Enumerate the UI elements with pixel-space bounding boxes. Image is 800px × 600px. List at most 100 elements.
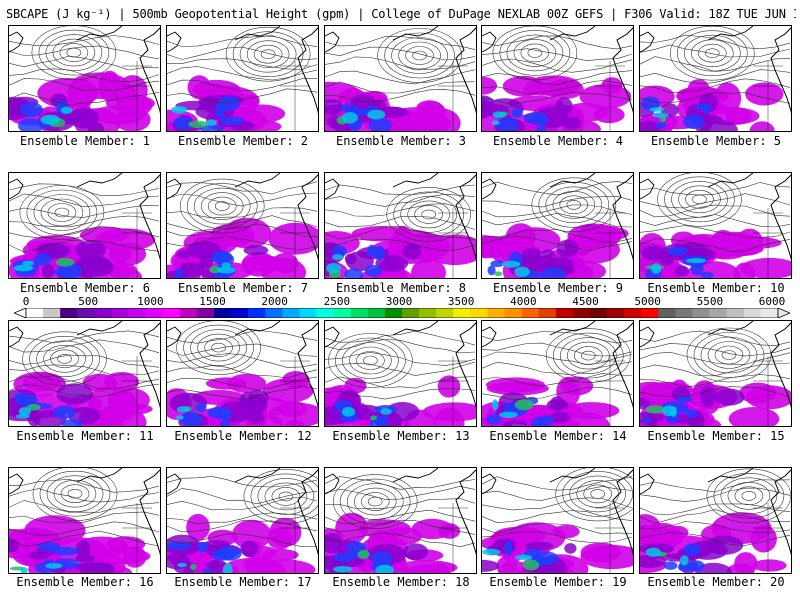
colorbar-swatch <box>179 308 198 318</box>
colorbar-swatch <box>658 308 676 318</box>
colorbar-swatch <box>94 308 112 318</box>
cape-height-map <box>482 468 633 573</box>
cape-height-map <box>9 26 160 131</box>
cape-height-map <box>9 468 160 573</box>
cape-height-map <box>640 468 791 573</box>
ensemble-member-panel <box>481 467 634 574</box>
colorbar-swatch <box>248 308 266 318</box>
colorbar-swatch <box>402 308 420 318</box>
colorbar-swatch <box>538 308 557 318</box>
ensemble-member-caption: Ensemble Member: 14 <box>489 429 627 443</box>
colorbar-swatch <box>470 308 488 318</box>
colorbar-tick-label: 2500 <box>323 295 351 308</box>
cape-height-map <box>325 468 476 573</box>
ensemble-member-panel <box>166 320 319 427</box>
colorbar-tick-label: 5000 <box>634 295 661 308</box>
ensemble-member-panel <box>481 25 634 132</box>
colorbar-swatch <box>709 308 728 318</box>
cape-height-map <box>640 321 791 426</box>
colorbar-swatch <box>419 308 437 318</box>
ensemble-member-panel <box>8 25 161 132</box>
page-title: SBCAPE (J kg⁻¹) | 500mb Geopotential Hei… <box>6 7 796 21</box>
cape-colorbar <box>14 308 790 318</box>
colorbar-left-arrow <box>14 308 27 318</box>
ensemble-member-panel <box>8 467 161 574</box>
ensemble-member-panel <box>639 320 792 427</box>
colorbar-tick-label: 1000 <box>137 295 164 308</box>
colorbar-swatch <box>487 308 505 318</box>
colorbar-swatch <box>214 308 232 318</box>
ensemble-member-caption: Ensemble Member: 8 <box>335 281 467 295</box>
ensemble-member-caption: Ensemble Member: 4 <box>492 134 624 148</box>
ensemble-member-panel <box>8 172 161 279</box>
colorbar-tick-label: 6000 <box>758 295 786 308</box>
ensemble-member-caption: Ensemble Member: 13 <box>332 429 470 443</box>
ensemble-member-caption: Ensemble Member: 12 <box>174 429 312 443</box>
colorbar-swatch <box>743 308 762 318</box>
colorbar-tick-label: 3500 <box>447 295 475 308</box>
colorbar-swatch <box>760 308 779 318</box>
colorbar-swatch <box>26 308 44 318</box>
ensemble-member-caption: Ensemble Member: 16 <box>16 575 154 589</box>
cape-height-map <box>325 173 476 278</box>
colorbar-swatch <box>675 308 693 318</box>
cape-height-map <box>167 321 318 426</box>
colorbar-tick-label: 5500 <box>696 295 724 308</box>
colorbar-swatch <box>265 308 283 318</box>
colorbar-swatch <box>299 308 317 318</box>
cape-height-map <box>640 26 791 131</box>
ensemble-member-panel <box>639 172 792 279</box>
colorbar-swatch <box>521 308 540 318</box>
colorbar-swatch <box>145 308 164 318</box>
cape-height-map <box>167 468 318 573</box>
cape-height-map <box>9 173 160 278</box>
colorbar-right-arrow <box>777 308 790 318</box>
colorbar-swatch <box>60 308 78 318</box>
colorbar-swatch <box>162 308 181 318</box>
ensemble-member-caption: Ensemble Member: 9 <box>492 281 624 295</box>
colorbar-swatch <box>504 308 522 318</box>
colorbar-swatch <box>282 308 300 318</box>
cape-height-map <box>640 173 791 278</box>
cape-height-map <box>482 173 633 278</box>
ensemble-member-caption: Ensemble Member: 6 <box>19 281 151 295</box>
colorbar-tick-label: 0 <box>22 295 30 308</box>
colorbar-tick-label: 3000 <box>385 295 413 308</box>
colorbar-swatch <box>367 308 386 318</box>
ensemble-member-panel <box>8 320 161 427</box>
colorbar-swatch <box>384 308 403 318</box>
ensemble-member-caption: Ensemble Member: 17 <box>174 575 312 589</box>
colorbar-swatch <box>624 308 642 318</box>
colorbar-swatch <box>555 308 574 318</box>
colorbar-swatch <box>333 308 352 318</box>
ensemble-member-caption: Ensemble Member: 7 <box>177 281 309 295</box>
colorbar-tick-label: 1500 <box>199 295 226 308</box>
colorbar-swatch <box>607 308 625 318</box>
ensemble-member-panel <box>166 467 319 574</box>
colorbar-swatch <box>726 308 745 318</box>
colorbar-swatch <box>316 308 334 318</box>
colorbar-swatch <box>231 308 249 318</box>
colorbar-swatch <box>641 308 659 318</box>
cape-height-map <box>167 173 318 278</box>
cape-height-map <box>167 26 318 131</box>
ensemble-member-caption: Ensemble Member: 18 <box>332 575 470 589</box>
ensemble-member-caption: Ensemble Member: 2 <box>177 134 309 148</box>
ensemble-member-caption: Ensemble Member: 10 <box>647 281 785 295</box>
colorbar-swatch <box>128 308 146 318</box>
cape-height-map <box>482 321 633 426</box>
ensemble-member-panel <box>324 320 477 427</box>
ensemble-member-panel <box>166 172 319 279</box>
ensemble-member-panel <box>324 467 477 574</box>
colorbar-swatch <box>590 308 608 318</box>
ensemble-member-caption: Ensemble Member: 3 <box>335 134 467 148</box>
colorbar-swatch <box>453 308 471 318</box>
cape-height-map <box>325 26 476 131</box>
cape-height-map <box>482 26 633 131</box>
colorbar-swatch <box>77 308 95 318</box>
colorbar-tick-label: 4000 <box>510 295 537 308</box>
colorbar-tick-label: 4500 <box>572 295 599 308</box>
colorbar-tick-label: 500 <box>78 295 99 308</box>
ensemble-member-caption: Ensemble Member: 15 <box>647 429 785 443</box>
ensemble-member-caption: Ensemble Member: 1 <box>19 134 151 148</box>
